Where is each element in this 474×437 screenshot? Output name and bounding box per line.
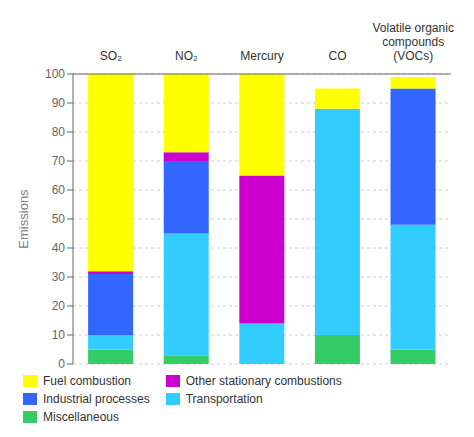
svg-text:10: 10 — [52, 328, 66, 342]
svg-text:100: 100 — [45, 67, 65, 81]
svg-text:CO: CO — [329, 49, 347, 63]
svg-text:60: 60 — [52, 183, 66, 197]
svg-text:Volatile organiccompounds(VOCs: Volatile organiccompounds(VOCs) — [373, 21, 454, 63]
svg-text:90: 90 — [52, 96, 66, 110]
html-text:Other stationary combustions: Other stationary combustions — [185, 374, 342, 388]
svg-text:0: 0 — [58, 357, 65, 371]
html-text:Transportation: Transportation — [185, 392, 263, 406]
svg-text:20: 20 — [52, 299, 66, 313]
svg-text:70: 70 — [52, 154, 66, 168]
html-text:Miscellaneous: Miscellaneous — [43, 410, 119, 424]
svg-text:50: 50 — [52, 212, 66, 226]
svg-text:NO₂: NO₂ — [175, 49, 198, 63]
svg-text:40: 40 — [52, 241, 66, 255]
svg-text:Mercury: Mercury — [240, 49, 283, 63]
html-text:Industrial processes: Industrial processes — [43, 392, 150, 406]
svg-text:Emissions: Emissions — [16, 189, 31, 249]
svg-text:SO₂: SO₂ — [100, 49, 122, 63]
svg-text:80: 80 — [52, 125, 66, 139]
html-text:Fuel combustion: Fuel combustion — [43, 374, 131, 388]
svg-text:30: 30 — [52, 270, 66, 284]
